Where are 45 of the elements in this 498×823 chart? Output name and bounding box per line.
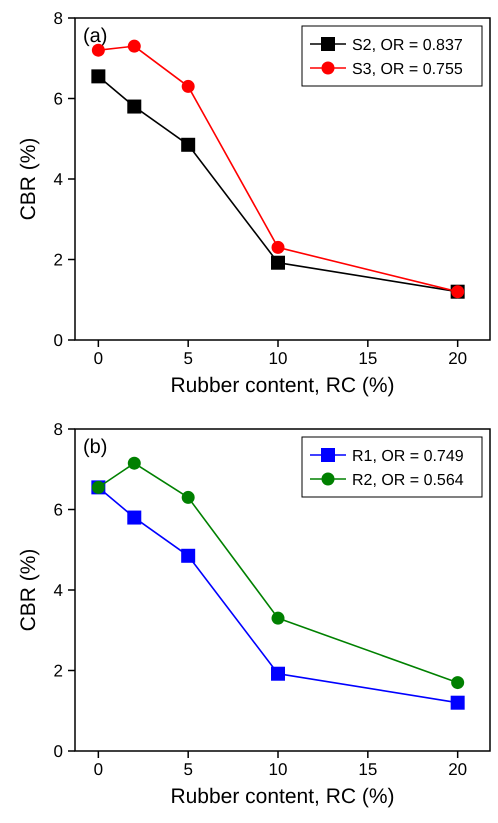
point bbox=[271, 256, 286, 270]
x-axis-title: Rubber content, RC (%) bbox=[170, 374, 395, 397]
legend-label: S3, OR = 0.755 bbox=[352, 61, 463, 78]
y-tick-label: 4 bbox=[54, 581, 63, 600]
point bbox=[182, 490, 195, 504]
annotation: (b) bbox=[83, 436, 108, 458]
x-tick-label: 5 bbox=[183, 349, 193, 368]
y-tick-label: 8 bbox=[54, 9, 63, 28]
point bbox=[450, 696, 465, 710]
point bbox=[127, 100, 142, 114]
x-tick-label: 5 bbox=[183, 760, 193, 779]
point bbox=[272, 240, 285, 254]
y-tick-label: 2 bbox=[54, 250, 63, 270]
y-tick-label: 6 bbox=[54, 500, 63, 520]
point bbox=[271, 666, 286, 681]
x-tick-label: 10 bbox=[268, 760, 288, 779]
x-tick-label: 15 bbox=[358, 760, 378, 779]
x-tick-label: 0 bbox=[94, 760, 104, 779]
y-tick-label: 4 bbox=[54, 170, 63, 189]
x-tick-label: 15 bbox=[358, 349, 378, 368]
y-axis-title: CBR (%) bbox=[17, 548, 40, 632]
point bbox=[451, 676, 464, 690]
point bbox=[182, 80, 195, 93]
x-tick-label: 20 bbox=[448, 349, 468, 368]
x-tick-label: 0 bbox=[94, 349, 104, 368]
point bbox=[181, 138, 196, 152]
y-tick-label: 0 bbox=[54, 742, 63, 761]
y-axis-title: CBR (%) bbox=[17, 138, 40, 220]
y-tick-label: 2 bbox=[54, 662, 63, 680]
point bbox=[272, 612, 285, 625]
point bbox=[128, 40, 141, 53]
point bbox=[127, 510, 142, 525]
legend-label: S2, OR = 0.837 bbox=[352, 37, 463, 54]
annotation: (a) bbox=[83, 25, 108, 47]
y-tick-label: 0 bbox=[54, 331, 63, 350]
point bbox=[128, 456, 141, 470]
x-tick-label: 20 bbox=[448, 760, 468, 779]
x-tick-label: 10 bbox=[268, 349, 288, 368]
y-tick-label: 6 bbox=[54, 90, 63, 108]
legend-label: R2, OR = 0.564 bbox=[352, 472, 464, 489]
point bbox=[91, 69, 106, 84]
point bbox=[181, 548, 196, 563]
legend-label: R1, OR = 0.749 bbox=[352, 448, 464, 465]
x-axis-title: Rubber content, RC (%) bbox=[170, 785, 395, 808]
y-tick-label: 8 bbox=[54, 420, 63, 439]
